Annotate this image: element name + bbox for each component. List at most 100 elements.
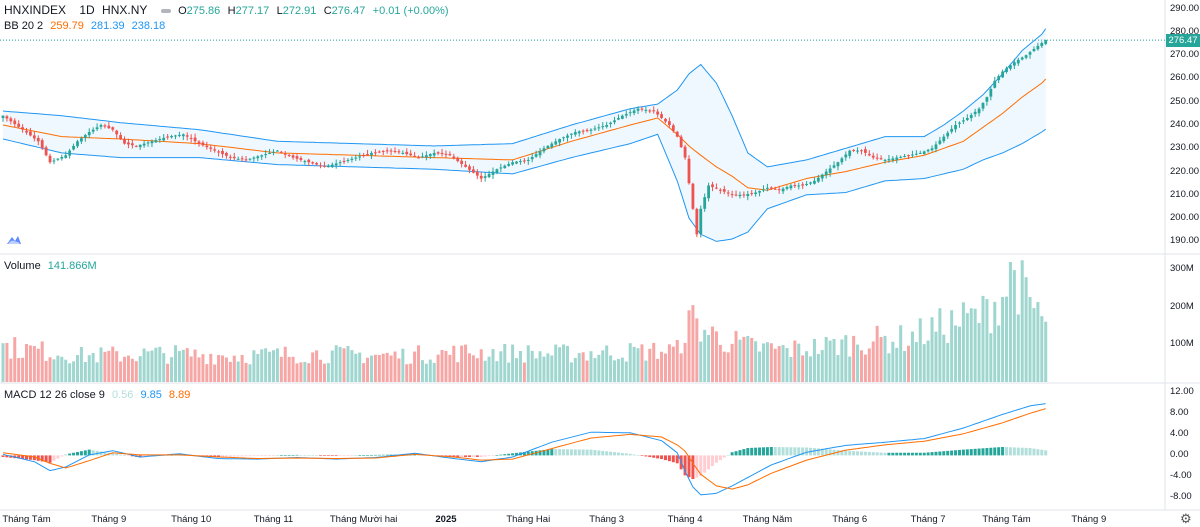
volume-bar <box>330 350 334 382</box>
volume-bar <box>863 354 867 382</box>
candle-body <box>154 140 158 143</box>
candle-body <box>954 125 957 130</box>
volume-bar <box>464 344 468 382</box>
candle-body <box>56 158 60 160</box>
candle-body <box>334 163 338 166</box>
candle-body <box>330 164 334 168</box>
volume-bar <box>542 356 546 382</box>
volume-bar <box>632 346 636 382</box>
macd-histogram-bar <box>499 454 503 456</box>
macd-histogram-bar <box>977 448 981 456</box>
macd-histogram-bar <box>828 449 832 456</box>
ohlc-high: 277.17 <box>235 5 270 17</box>
volume-tick-label: 300M <box>1170 263 1194 275</box>
candle-body <box>589 129 593 131</box>
candle-body <box>460 160 464 164</box>
candle-body <box>585 129 589 131</box>
volume-bar <box>765 342 769 382</box>
macd-histogram-bar <box>279 455 283 456</box>
volume-bar <box>358 352 362 382</box>
signal-line <box>2 408 1046 490</box>
macd-histogram-bar <box>130 455 134 457</box>
macd-histogram-bar <box>726 454 730 456</box>
candle-body <box>844 154 848 158</box>
macd-histogram-bar <box>307 455 311 456</box>
volume-bar <box>848 356 852 382</box>
macd-histogram-bar <box>785 447 789 456</box>
volume-bar <box>761 343 765 382</box>
candle-body <box>252 157 256 159</box>
macd-histogram-bar <box>1001 446 1005 456</box>
candle-body <box>965 118 969 120</box>
macd-histogram-bar <box>711 455 715 467</box>
candle-body <box>393 151 397 153</box>
macd-histogram-bar <box>283 455 287 456</box>
candle-body <box>832 165 836 168</box>
macd-histogram-bar <box>119 454 123 456</box>
candle-body <box>279 151 283 153</box>
volume-bar <box>467 353 471 382</box>
candle-body <box>730 194 734 196</box>
macd-histogram-bar <box>491 455 495 456</box>
macd-histogram-bar <box>950 450 954 456</box>
volume-bar <box>228 361 232 382</box>
candle-body <box>664 118 667 122</box>
candle-body <box>703 197 707 209</box>
macd-histogram-bar <box>738 450 742 456</box>
volume-bar <box>867 348 871 382</box>
volume-bar <box>781 345 785 382</box>
volume-bar <box>836 355 840 382</box>
candle-body <box>413 155 416 157</box>
candle-body <box>1024 55 1028 58</box>
price-tick-label: 250.00 <box>1170 95 1200 107</box>
legend-toggle-icon[interactable] <box>160 8 171 13</box>
symbol-legend[interactable]: HNXINDEX 1D HNX.NY O275.86 H277.17 L272.… <box>4 3 453 18</box>
macd-histogram-bar <box>989 447 993 456</box>
candle-body <box>362 155 366 157</box>
macd-histogram-bar <box>926 452 930 456</box>
candle-body <box>401 152 405 154</box>
macd-histogram-bar <box>526 451 530 456</box>
volume-bar <box>891 341 895 382</box>
candle-body <box>624 113 628 116</box>
volume-bar <box>369 355 373 382</box>
volume-bar <box>534 358 538 382</box>
candle-body <box>687 158 691 184</box>
macd-histogram-bar <box>742 449 746 456</box>
macd-histogram-bar <box>205 455 209 457</box>
volume-bar <box>565 345 569 382</box>
settings-gear-icon[interactable]: ⚙ <box>1180 511 1192 526</box>
candle-body <box>534 154 538 157</box>
macd-legend[interactable]: MACD 12 26 close 9 0.56 9.85 8.89 <box>4 388 194 402</box>
candle-body <box>895 157 899 160</box>
macd-histogram-bar <box>918 452 922 456</box>
volume-legend[interactable]: Volume 141.866M <box>4 259 101 273</box>
volume-bar <box>663 353 667 382</box>
volume-bar <box>334 345 338 382</box>
macd-histogram-bar <box>126 455 130 456</box>
volume-bar <box>903 350 907 382</box>
volume-bar <box>879 337 883 382</box>
candle-body <box>299 157 303 160</box>
macd-histogram-bar <box>495 455 499 456</box>
candle-body <box>244 159 248 161</box>
volume-bar <box>83 362 87 382</box>
candle-body <box>1040 43 1044 47</box>
volume-bar <box>922 344 926 382</box>
volume-bar <box>40 341 44 382</box>
candle-body <box>95 127 99 130</box>
volume-bar <box>107 350 111 382</box>
volume-bar <box>554 344 558 382</box>
volume-bar <box>675 339 679 382</box>
volume-bar <box>217 354 221 382</box>
candle-body <box>295 156 299 159</box>
volume-bar <box>722 351 726 382</box>
candle-body <box>350 158 354 160</box>
volume-bar <box>495 361 499 382</box>
bb-legend[interactable]: BB 20 2 259.79 281.39 238.18 <box>4 19 169 33</box>
volume-bar <box>158 346 162 382</box>
volume-bar <box>193 349 197 382</box>
volume-bar <box>166 363 170 382</box>
macd-histogram-bar <box>413 454 417 456</box>
